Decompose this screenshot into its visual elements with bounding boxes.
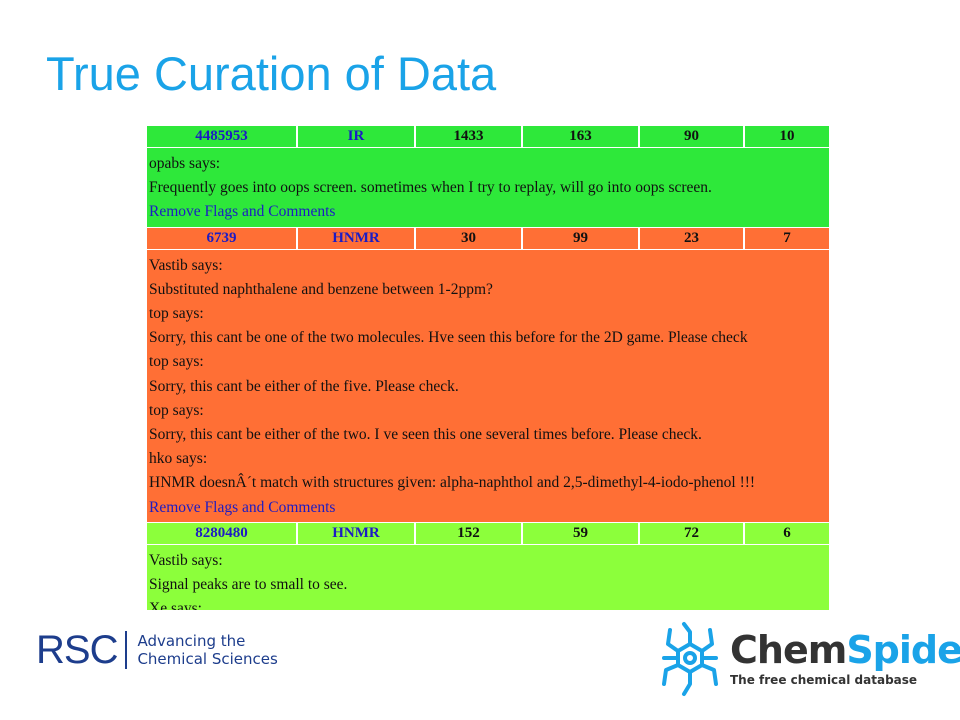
rsc-logo-tagline: Advancing the Chemical Sciences — [137, 632, 277, 668]
comment-author: top says: — [149, 305, 204, 323]
chemspider-wordmark-spider: Spider — [846, 628, 960, 672]
comment-text: Frequently goes into oops screen. someti… — [149, 179, 712, 197]
curation-screenshot: 4485953 IR 1433 163 90 10 opabs says: Fr… — [147, 126, 829, 610]
comments-block: Vastib says: Substituted naphthalene and… — [147, 249, 829, 522]
comment-author: Xe says: — [149, 600, 202, 610]
record-value-cell: 152 — [416, 522, 523, 544]
chemspider-tagline: The free chemical database — [730, 673, 918, 687]
record-value-cell: 59 — [523, 522, 640, 544]
record-header-row: 8280480 HNMR 152 59 72 6 — [147, 522, 829, 544]
rsc-tagline-line-1: Advancing the — [137, 632, 246, 650]
record-value-cell: 1433 — [416, 126, 523, 147]
remove-flags-link[interactable]: Remove Flags and Comments — [149, 203, 336, 221]
record-id-cell[interactable]: 4485953 — [147, 126, 298, 147]
comment-author: opabs says: — [149, 155, 221, 172]
rsc-logo: RSC Advancing the Chemical Sciences — [36, 630, 278, 670]
spectrum-type-cell[interactable]: IR — [298, 126, 416, 147]
record-value-cell: 10 — [779, 128, 795, 144]
comment-text: HNMR doesnÂ´t match with structures give… — [149, 474, 756, 492]
comment-author: Vastib says: — [149, 551, 223, 569]
comment-author: top says: — [149, 401, 204, 419]
comments-block: Vastib says: Signal peaks are to small t… — [147, 544, 829, 610]
record-value-cell: 99 — [523, 227, 640, 249]
record-value-cell: 23 — [640, 227, 745, 249]
spectrum-type-link[interactable]: HNMR — [332, 229, 380, 246]
record-value-cell: 72 — [640, 522, 745, 544]
spider-icon — [662, 622, 718, 696]
remove-flags-link[interactable]: Remove Flags and Comments — [149, 498, 336, 516]
spectrum-type-link[interactable]: IR — [347, 128, 365, 144]
chemspider-wordmark-chem: Chem — [730, 628, 847, 672]
record-value-cell: 163 — [523, 126, 640, 147]
record-value-cell: 90 — [640, 126, 745, 147]
rsc-logo-mark: RSC — [36, 628, 118, 672]
record-header-row: 4485953 IR 1433 163 90 10 — [147, 126, 829, 147]
comment-text: Sorry, this cant be one of the two molec… — [149, 329, 748, 347]
record-id-link[interactable]: 4485953 — [195, 128, 248, 144]
rsc-logo-divider — [125, 631, 128, 669]
record-header-row: 6739 HNMR 30 99 23 7 — [147, 227, 829, 249]
spectrum-type-cell[interactable]: HNMR — [298, 522, 416, 544]
record-value-cell: 7 — [783, 229, 791, 246]
comment-text: Sorry, this cant be either of the two. I… — [149, 426, 702, 444]
comment-text: Signal peaks are to small to see. — [149, 576, 348, 594]
comment-text: Sorry, this cant be either of the five. … — [149, 377, 459, 395]
record-id-cell[interactable]: 6739 — [147, 227, 298, 249]
chemspider-wordmark: ChemSpider — [730, 631, 960, 669]
spectrum-type-cell[interactable]: HNMR — [298, 227, 416, 249]
rsc-tagline-line-2: Chemical Sciences — [137, 650, 278, 668]
record-id-link[interactable]: 8280480 — [195, 524, 248, 541]
comment-author: hko says: — [149, 450, 208, 468]
comment-author: top says: — [149, 353, 204, 371]
chemspider-logo: ChemSpider The free chemical database — [658, 620, 960, 698]
record-id-cell[interactable]: 8280480 — [147, 522, 298, 544]
slide-title: True Curation of Data — [46, 47, 497, 100]
record-value-cell: 30 — [416, 227, 523, 249]
record-value-cell: 6 — [783, 524, 791, 541]
record-id-link[interactable]: 6739 — [206, 229, 237, 246]
comments-block: opabs says: Frequently goes into oops sc… — [147, 148, 829, 227]
spectrum-type-link[interactable]: HNMR — [332, 524, 380, 541]
comment-text: Substituted naphthalene and benzene betw… — [149, 280, 493, 298]
comment-author: Vastib says: — [149, 256, 223, 274]
